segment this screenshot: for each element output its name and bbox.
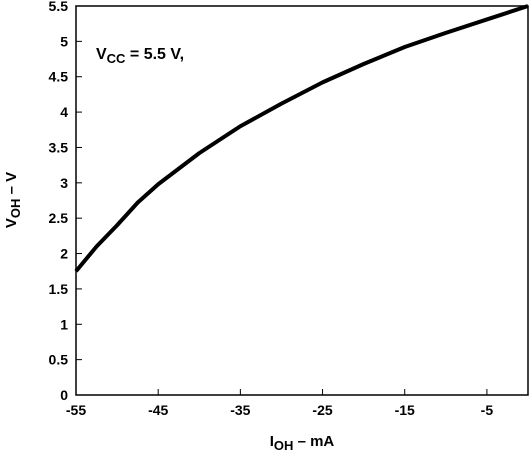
x-tick-label: -5 [481, 402, 494, 418]
y-label-main: V [3, 218, 20, 228]
y-tick-label: 0.5 [49, 352, 69, 368]
x-tick-label: -25 [312, 402, 332, 418]
x-label-sub: OH [274, 438, 294, 453]
x-tick-label: -45 [148, 402, 168, 418]
y-tick-label: 0 [60, 387, 68, 403]
annotation-main: V [96, 46, 107, 63]
y-tick-label: 5 [60, 33, 68, 49]
x-axis-label: IOH – mA [270, 433, 335, 453]
y-tick-label: 4.5 [49, 69, 69, 85]
y-tick-label: 1.5 [49, 281, 69, 297]
x-label-main: I [270, 433, 274, 450]
y-label-rest: – V [3, 172, 20, 199]
y-tick-label: 4 [60, 104, 68, 120]
x-tick-label: -15 [395, 402, 415, 418]
y-tick-label: 2 [60, 246, 68, 262]
x-tick-label: -35 [230, 402, 250, 418]
y-tick-label: 2.5 [49, 210, 69, 226]
y-axis-label: VOH – V [3, 172, 23, 228]
y-label-sub: OH [8, 199, 23, 219]
annotation-rest: = 5.5 V, [125, 46, 184, 63]
x-tick-label: -55 [66, 402, 86, 418]
y-tick-label: 3 [60, 175, 68, 191]
y-tick-label: 5.5 [49, 0, 69, 14]
annotation: VCC = 5.5 V, [96, 46, 184, 66]
data-line [74, 4, 529, 273]
y-tick-label: 3.5 [49, 139, 69, 155]
plot-frame [75, 5, 529, 396]
y-tick-label: 1 [60, 316, 68, 332]
x-label-rest: – mA [293, 433, 334, 450]
annotation-sub: CC [107, 51, 126, 66]
